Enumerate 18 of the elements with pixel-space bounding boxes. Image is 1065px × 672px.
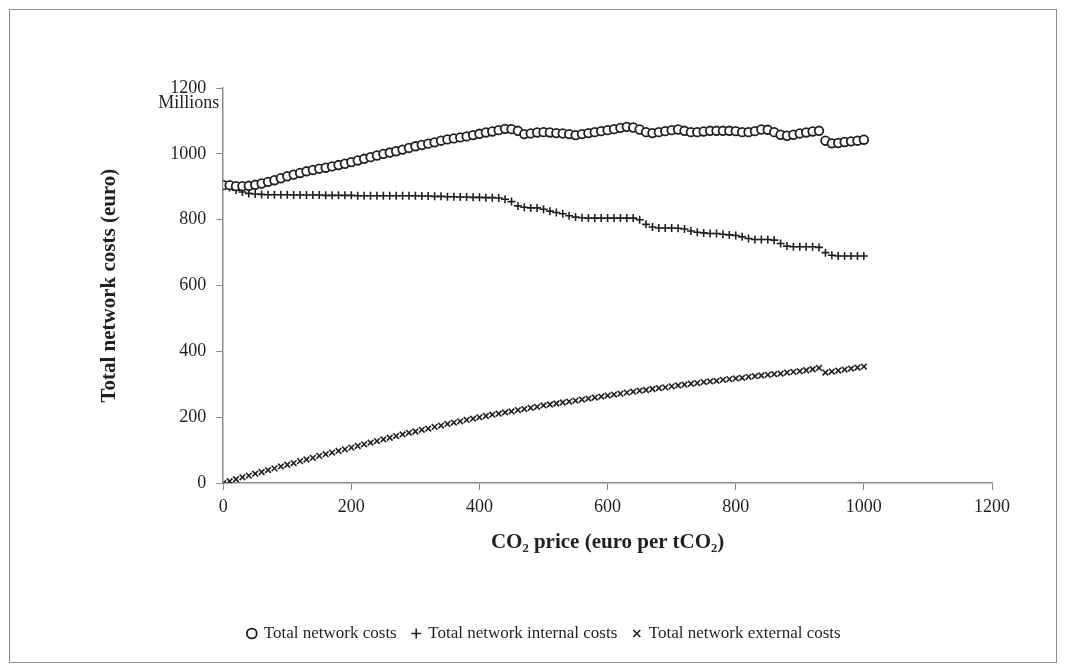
x-tick-label: 200 (337, 495, 365, 516)
x-tick-label: 400 (465, 495, 493, 516)
y-tick-label: 0 (197, 471, 207, 492)
x-tick-label: 600 (594, 495, 622, 516)
x-tick-label: 800 (722, 495, 750, 516)
x-tick-label: 1000 (845, 495, 882, 516)
y-tick-label: 800 (179, 208, 207, 229)
legend-label: Total network external costs (648, 622, 841, 642)
x-tick-label: 0 (218, 495, 228, 516)
x-axis-title: CO₂ price (euro per tCO₂) (490, 528, 725, 553)
y-axis-title: Total network costs (euro) (96, 168, 121, 403)
y-tick-label: 1000 (170, 142, 207, 163)
legend-label: Total network costs (263, 622, 397, 642)
x-tick-label: 1200 (974, 495, 1010, 516)
y-tick-label: 600 (179, 274, 207, 295)
legend-label: Total network internal costs (428, 622, 618, 642)
y-tick-label: 400 (179, 340, 207, 361)
y-tick-label: 200 (179, 406, 207, 427)
